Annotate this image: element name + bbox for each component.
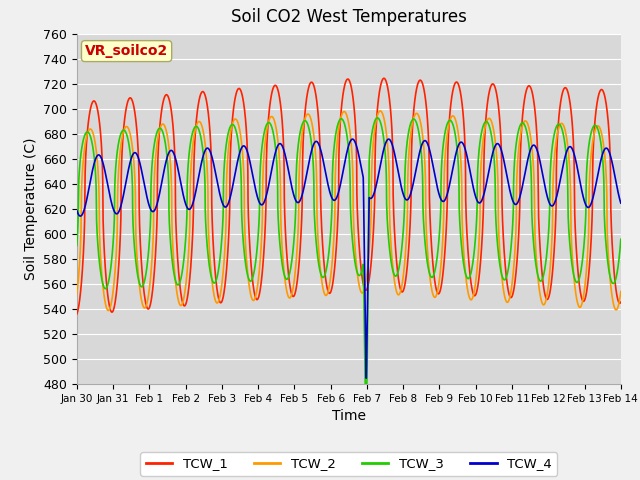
- TCW_2: [376, 108, 384, 114]
- TCW_4: [167, 147, 175, 153]
- TCW_4: [73, 208, 81, 214]
- Y-axis label: Soil Temperature (C): Soil Temperature (C): [24, 138, 38, 280]
- TCW_2: [548, 238, 556, 244]
- TCW_4: [617, 200, 625, 206]
- TCW_2: [104, 308, 112, 313]
- TCW_1: [167, 107, 175, 112]
- TCW_4: [362, 375, 370, 381]
- Line: TCW_1: TCW_1: [77, 78, 621, 314]
- TCW_3: [73, 242, 81, 248]
- TCW_1: [380, 75, 388, 81]
- Text: VR_soilco2: VR_soilco2: [85, 44, 168, 58]
- TCW_2: [282, 281, 289, 287]
- TCW_1: [282, 228, 289, 234]
- TCW_3: [135, 278, 143, 284]
- TCW_3: [617, 236, 625, 242]
- TCW_3: [282, 275, 289, 281]
- TCW_3: [374, 115, 381, 120]
- Legend: TCW_1, TCW_2, TCW_3, TCW_4: TCW_1, TCW_2, TCW_3, TCW_4: [140, 452, 557, 476]
- TCW_2: [607, 280, 614, 286]
- Title: Soil CO2 West Temperatures: Soil CO2 West Temperatures: [231, 9, 467, 26]
- TCW_2: [168, 177, 175, 183]
- TCW_2: [135, 279, 143, 285]
- TCW_3: [167, 247, 175, 253]
- X-axis label: Time: Time: [332, 409, 366, 423]
- TCW_1: [305, 84, 313, 89]
- TCW_4: [282, 153, 289, 159]
- TCW_2: [73, 291, 81, 297]
- Line: TCW_2: TCW_2: [77, 111, 621, 311]
- TCW_2: [617, 288, 625, 294]
- TCW_3: [607, 276, 614, 281]
- TCW_4: [548, 203, 556, 209]
- TCW_4: [305, 159, 313, 165]
- TCW_3: [548, 147, 556, 153]
- TCW_1: [135, 166, 143, 172]
- Line: TCW_3: TCW_3: [77, 118, 621, 384]
- TCW_4: [607, 153, 614, 159]
- TCW_4: [349, 136, 356, 142]
- TCW_2: [305, 112, 313, 118]
- TCW_1: [617, 299, 625, 305]
- Line: TCW_4: TCW_4: [77, 139, 621, 378]
- TCW_1: [607, 158, 614, 164]
- TCW_3: [362, 381, 369, 387]
- TCW_3: [305, 126, 313, 132]
- TCW_4: [135, 156, 143, 162]
- TCW_1: [73, 311, 81, 317]
- TCW_1: [548, 277, 556, 283]
